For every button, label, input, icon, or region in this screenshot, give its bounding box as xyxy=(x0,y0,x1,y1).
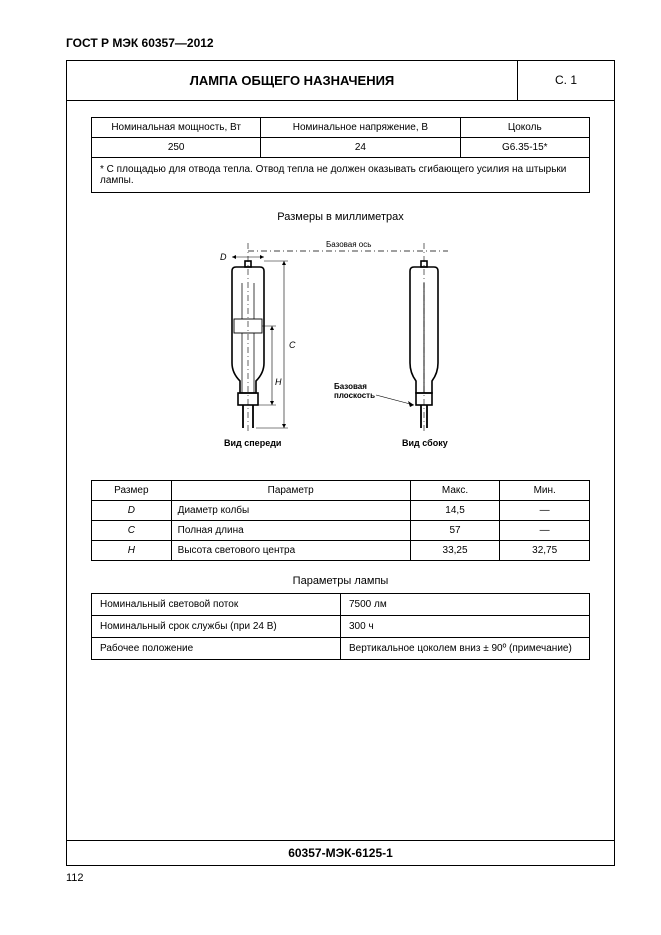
size-cell: C xyxy=(92,521,172,541)
size-header: Размер xyxy=(92,481,172,501)
spec-cell: 24 xyxy=(261,138,460,158)
size-cell: H xyxy=(92,541,172,561)
size-header: Параметр xyxy=(171,481,410,501)
spec-header: Номинальная мощность, Вт xyxy=(92,118,261,138)
bottom-code: 60357-МЭК-6125-1 xyxy=(67,840,614,865)
spec-footnote: * С площадью для отвода тепла. Отвод теп… xyxy=(92,158,590,193)
spec-header: Цоколь xyxy=(460,118,590,138)
param-caption: Параметры лампы xyxy=(91,575,590,587)
size-cell: D xyxy=(92,501,172,521)
label-side-view: Вид сбоку xyxy=(402,438,448,448)
param-cell: Номинальный световой поток xyxy=(92,594,341,616)
size-cell: 32,75 xyxy=(500,541,590,561)
front-view-group: D C H Ви xyxy=(220,243,296,448)
svg-text:плоскость: плоскость xyxy=(334,391,375,400)
size-header: Макс. xyxy=(410,481,500,501)
param-cell: Рабочее положение xyxy=(92,638,341,660)
page-number: 112 xyxy=(66,872,615,884)
param-cell: Номинальный срок службы (при 24 В) xyxy=(92,616,341,638)
spec-header: Номинальное напряжение, В xyxy=(261,118,460,138)
svg-text:H: H xyxy=(275,377,282,387)
param-cell: 7500 лм xyxy=(341,594,590,616)
param-cell: 300 ч xyxy=(341,616,590,638)
svg-text:D: D xyxy=(220,252,227,262)
sheet-code: С. 1 xyxy=(518,61,614,100)
spec-cell: 250 xyxy=(92,138,261,158)
size-cell: 57 xyxy=(410,521,500,541)
page-title: ЛАМПА ОБЩЕГО НАЗНАЧЕНИЯ xyxy=(67,61,518,100)
standard-reference: ГОСТ Р МЭК 60357—2012 xyxy=(66,36,615,50)
dimensions-caption: Размеры в миллиметрах xyxy=(91,211,590,223)
size-table: Размер Параметр Макс. Мин. D Диаметр кол… xyxy=(91,480,590,561)
lamp-diagram: Базовая ось xyxy=(91,233,590,466)
svg-text:Базовая: Базовая xyxy=(334,382,367,391)
size-cell: — xyxy=(500,501,590,521)
size-cell: Диаметр колбы xyxy=(171,501,410,521)
size-cell: — xyxy=(500,521,590,541)
size-cell: Высота светового центра xyxy=(171,541,410,561)
param-table: Номинальный световой поток 7500 лм Номин… xyxy=(91,593,590,660)
label-front-view: Вид спереди xyxy=(224,438,281,448)
size-header: Мин. xyxy=(500,481,590,501)
datasheet-frame: ЛАМПА ОБЩЕГО НАЗНАЧЕНИЯ С. 1 Номинальная… xyxy=(66,60,615,866)
side-view-group: Базовая плоскость Вид сбоку xyxy=(334,243,448,448)
size-cell: 33,25 xyxy=(410,541,500,561)
size-cell: Полная длина xyxy=(171,521,410,541)
spec-table: Номинальная мощность, Вт Номинальное нап… xyxy=(91,117,590,193)
spec-cell: G6.35-15* xyxy=(460,138,590,158)
size-cell: 14,5 xyxy=(410,501,500,521)
param-cell: Вертикальное цоколем вниз ± 90º (примеча… xyxy=(341,638,590,660)
label-base-axis: Базовая ось xyxy=(326,240,371,249)
svg-text:C: C xyxy=(289,340,296,350)
